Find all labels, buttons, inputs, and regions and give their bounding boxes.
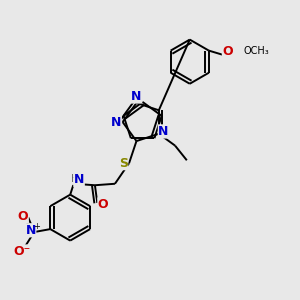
Text: S: S bbox=[119, 157, 128, 170]
Text: N: N bbox=[111, 116, 121, 128]
Text: +: + bbox=[33, 222, 40, 231]
Text: O⁻: O⁻ bbox=[13, 245, 30, 258]
Text: O: O bbox=[98, 198, 109, 211]
Text: O: O bbox=[222, 45, 233, 58]
Text: N: N bbox=[158, 125, 169, 138]
Text: OCH₃: OCH₃ bbox=[243, 46, 269, 56]
Text: N: N bbox=[131, 90, 142, 103]
Text: O: O bbox=[18, 210, 28, 223]
Text: H: H bbox=[70, 174, 78, 184]
Text: N: N bbox=[26, 224, 36, 237]
Text: N: N bbox=[74, 173, 84, 186]
